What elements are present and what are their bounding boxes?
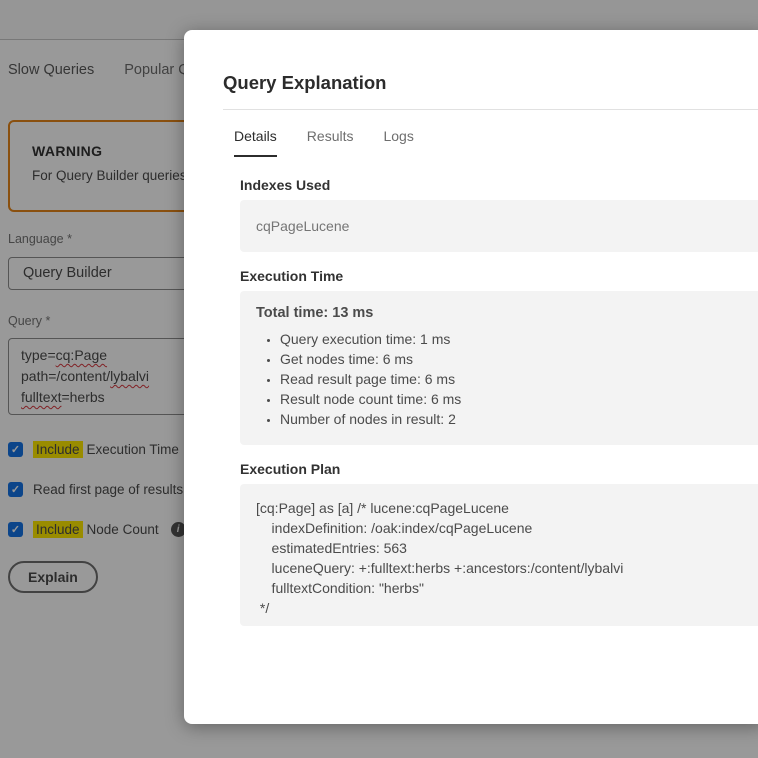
warning-text: For Query Builder queries, c [32,168,201,183]
execution-time-heading: Execution Time [240,268,344,284]
time-item: Read result page time: 6 ms [280,369,750,389]
query-line: path=/content/lybalvi [21,368,150,384]
dialog-divider [223,109,758,110]
time-item: Result node count time: 6 ms [280,389,750,409]
query-line: type=cq:Page [21,347,108,363]
dialog-content: Indexes Used cqPageLucene Execution Time… [240,177,758,626]
tab-details[interactable]: Details [234,128,277,157]
info-icon[interactable]: i [170,521,186,537]
time-item: Query execution time: 1 ms [280,329,750,349]
tab-slow-queries[interactable]: Slow Queries [8,62,95,78]
language-label: Language * [8,232,72,246]
checkbox-include-execution-time[interactable]: ✓ [8,441,23,457]
checkbox-label: Include Execution Time [33,440,179,458]
dialog-tab-bar: Details Results Logs [234,128,758,157]
tab-logs[interactable]: Logs [383,128,414,144]
explain-button[interactable]: Explain [8,561,98,593]
execution-time-box: Total time: 13 ms Query execution time: … [240,291,758,445]
total-time: Total time: 13 ms [256,305,374,321]
query-label: Query * [8,314,51,328]
dialog-title: Query Explanation [223,72,387,93]
tab-results[interactable]: Results [306,128,354,144]
check-icon: ✓ [10,443,21,456]
warning-title: WARNING [32,143,103,159]
time-item: Get nodes time: 6 ms [280,349,750,369]
execution-plan-heading: Execution Plan [240,461,341,477]
checkbox-include-node-count[interactable]: ✓ [8,521,23,537]
checkbox-label: Include Node Count [33,520,159,538]
checkbox-label: Read first page of results [33,481,184,497]
execution-plan-box: [cq:Page] as [a] /* lucene:cqPageLucene … [240,484,758,626]
execution-time-list: Query execution time: 1 ms Get nodes tim… [256,329,750,429]
checkbox-row-node-count: ✓ Include Node Count i [8,520,186,538]
check-icon: ✓ [10,483,21,496]
time-item: Number of nodes in result: 2 [280,409,750,429]
checkbox-read-first-page[interactable]: ✓ [8,481,23,497]
execution-plan-code: [cq:Page] as [a] /* lucene:cqPageLucene … [256,500,624,616]
check-icon: ✓ [10,523,21,536]
indexes-used-box: cqPageLucene [240,200,758,252]
query-explanation-dialog: Query Explanation Details Results Logs I… [184,30,758,724]
indexes-used-heading: Indexes Used [240,177,331,193]
query-line: fulltext=herbs [21,389,105,405]
